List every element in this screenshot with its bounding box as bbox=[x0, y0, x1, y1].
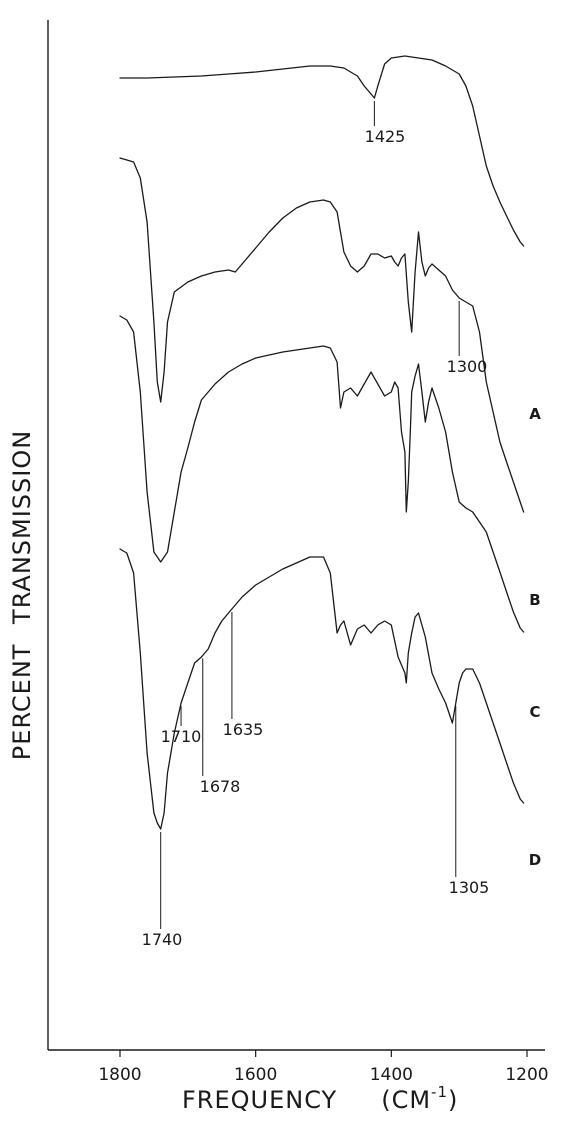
annotation-label-1305: 1305 bbox=[449, 878, 490, 897]
spectrum-curve-b bbox=[119, 157, 525, 513]
spectrum-curve-c bbox=[119, 315, 525, 633]
curve-label-b: B bbox=[529, 591, 540, 609]
x-axis-unit-close: ) bbox=[448, 1086, 458, 1114]
axes bbox=[47, 20, 545, 1051]
x-axis-unit-sup: -1 bbox=[431, 1083, 448, 1101]
x-tick-label-1400: 1400 bbox=[370, 1065, 413, 1085]
spectrum-curves: A B C D bbox=[119, 55, 541, 869]
y-axis-label-word2: TRANSMISSION bbox=[8, 430, 36, 625]
y-axis-label: PERCENT TRANSMISSION bbox=[8, 430, 36, 760]
curve-label-d: D bbox=[529, 851, 541, 869]
x-axis-label-text: FREQUENCY bbox=[182, 1086, 337, 1114]
curve-label-c: C bbox=[529, 703, 540, 721]
x-axis-unit: (CM bbox=[381, 1086, 431, 1114]
peak-annotations: 1425 1300 1710 1678 1635 1740 1305 bbox=[142, 101, 490, 949]
spectrum-curve-a bbox=[119, 55, 525, 247]
y-axis-label-word1: PERCENT bbox=[8, 644, 36, 760]
x-ticks: 1800 1600 1400 1200 bbox=[98, 1050, 549, 1085]
x-tick-label-1800: 1800 bbox=[98, 1065, 141, 1085]
x-tick-label-1600: 1600 bbox=[234, 1065, 277, 1085]
annotation-label-1710: 1710 bbox=[161, 727, 202, 746]
curve-label-a: A bbox=[529, 405, 541, 423]
annotation-label-1425: 1425 bbox=[365, 127, 406, 146]
x-tick-label-1200: 1200 bbox=[505, 1065, 548, 1085]
annotation-label-1300: 1300 bbox=[447, 357, 488, 376]
annotation-label-1678: 1678 bbox=[200, 777, 241, 796]
x-axis-label: FREQUENCY (CM-1) bbox=[182, 1083, 458, 1114]
annotation-label-1740: 1740 bbox=[142, 930, 183, 949]
spectrum-curve-d bbox=[119, 548, 525, 830]
annotation-label-1635: 1635 bbox=[223, 720, 264, 739]
